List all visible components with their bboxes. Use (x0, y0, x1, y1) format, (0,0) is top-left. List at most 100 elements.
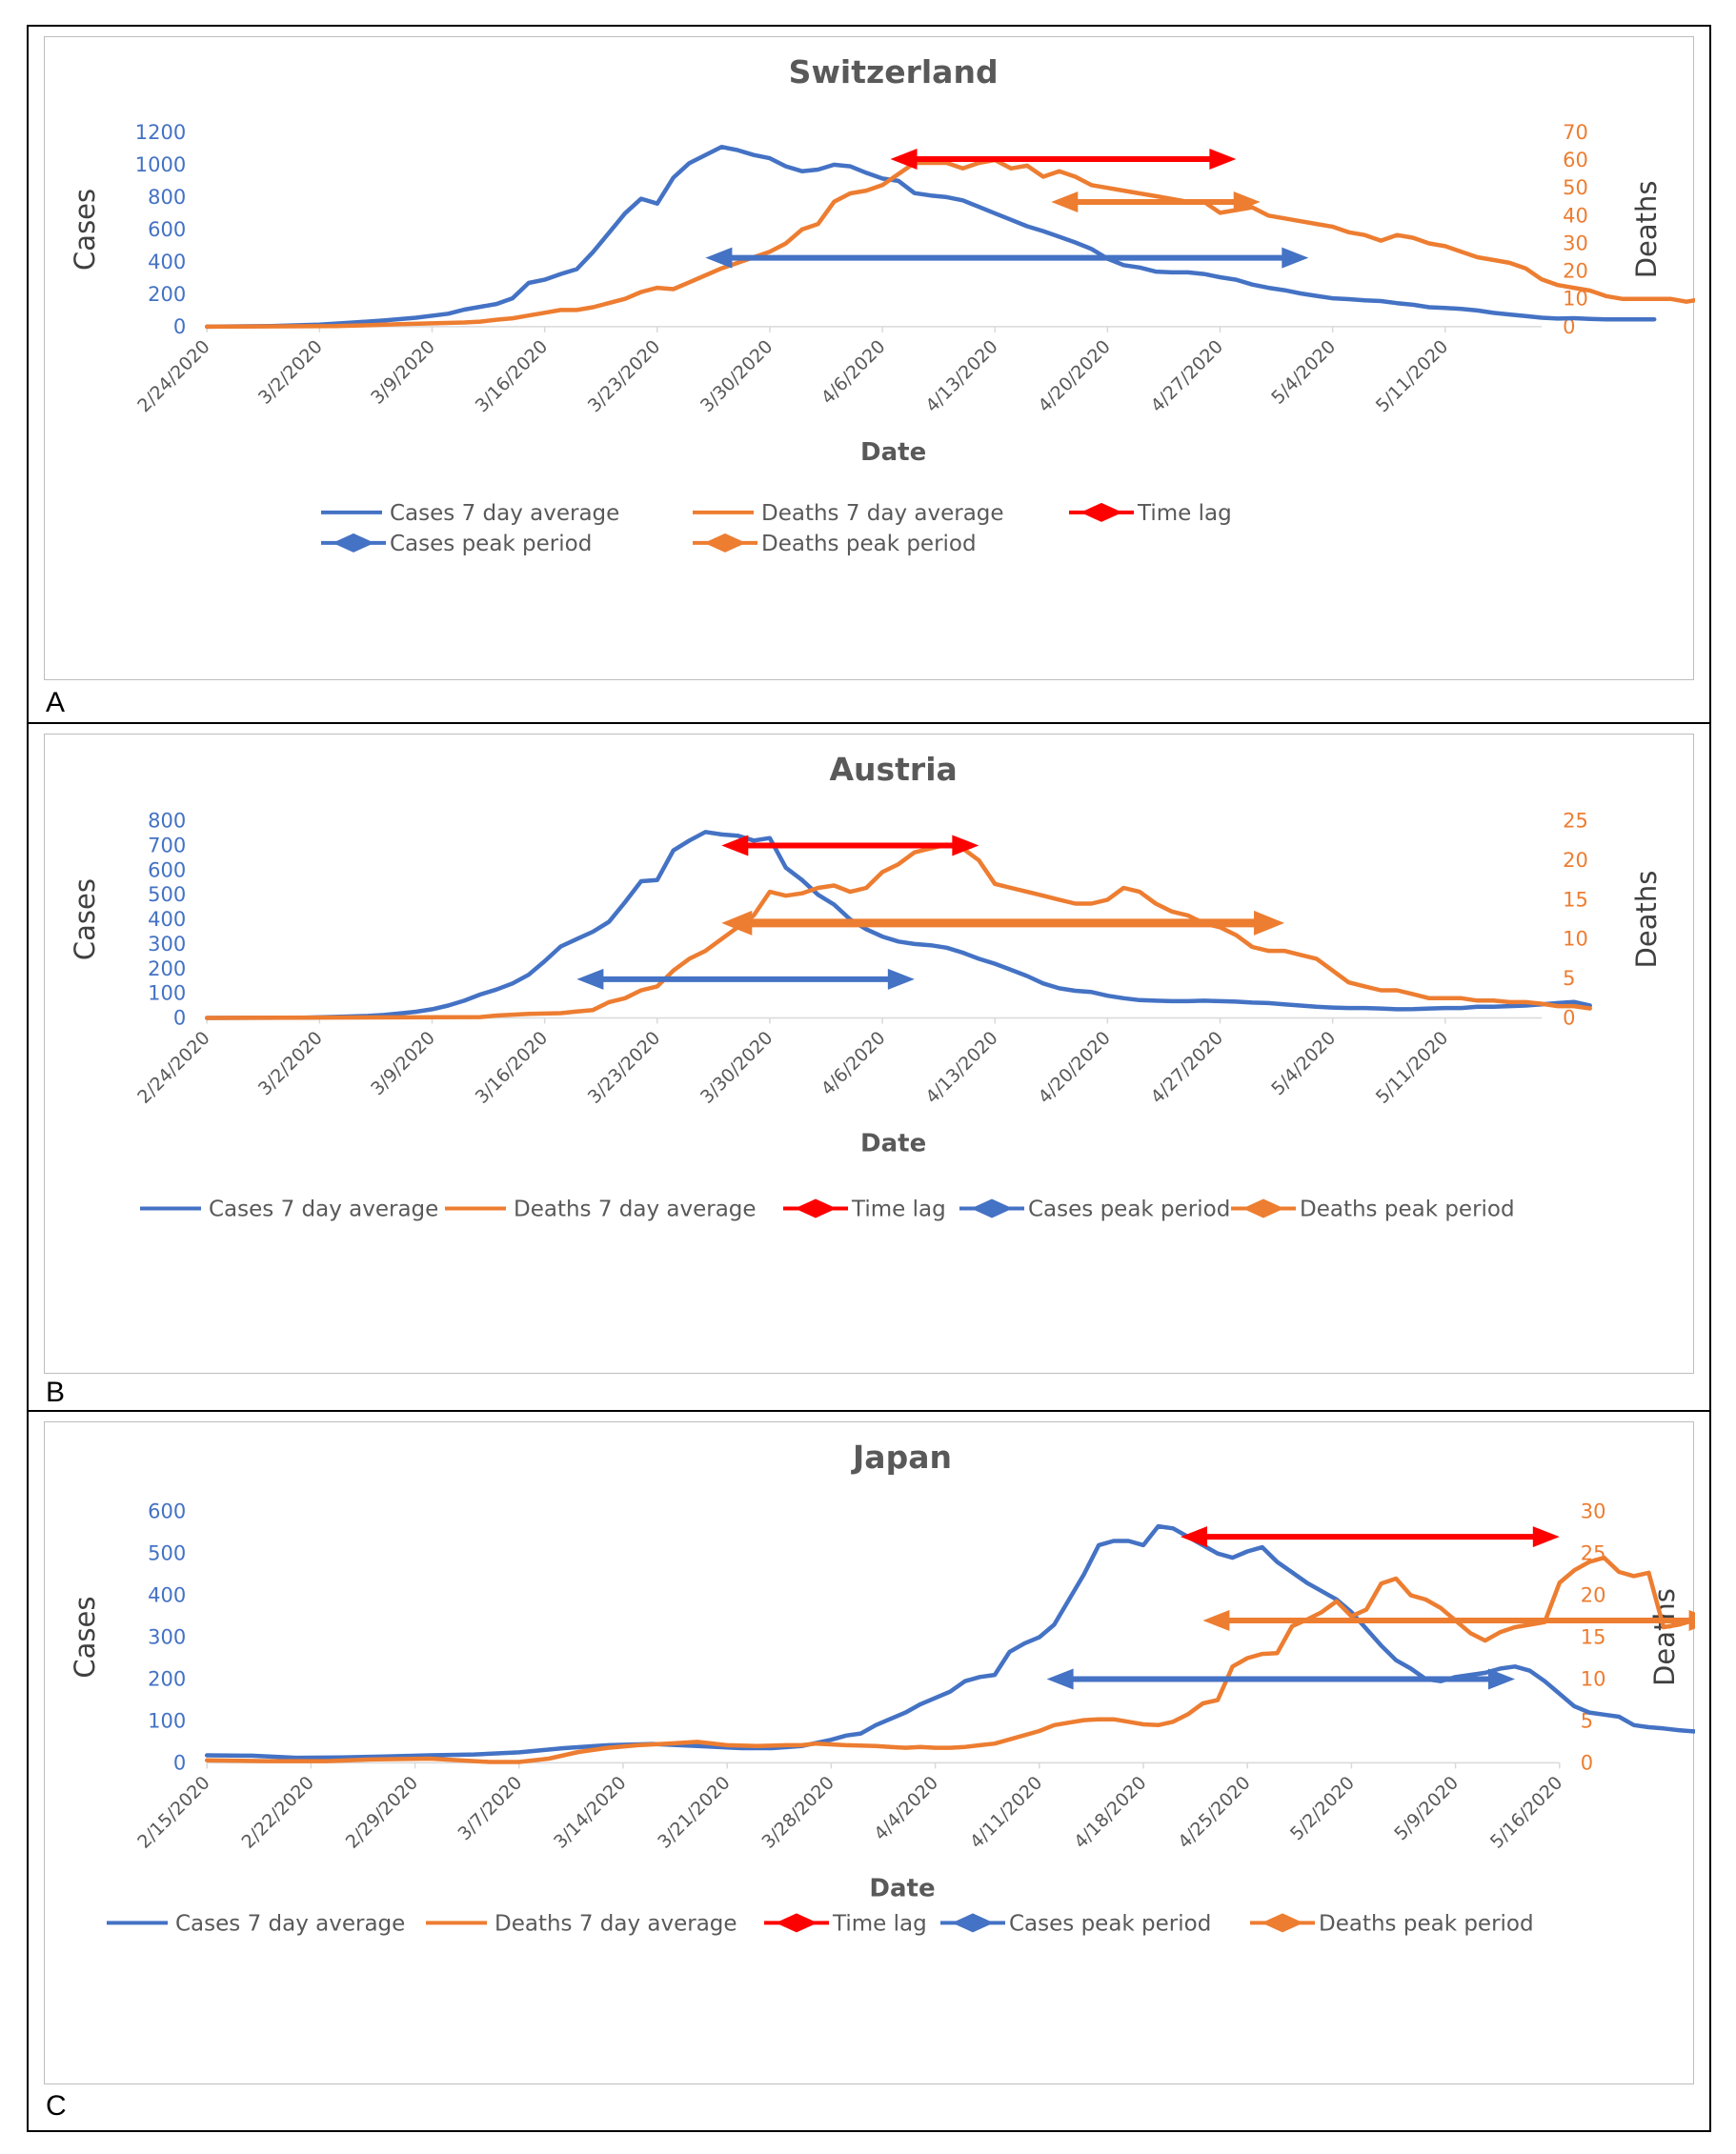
austria-legend-cases-peak-period-label: Cases peak period (1028, 1197, 1230, 1221)
austria-series-cases-7-day-average (204, 830, 1592, 1020)
austria-x-tick-label: 4/13/2020 (921, 1027, 1001, 1107)
panel-label-b: B (46, 1377, 66, 1408)
japan-arrow-deaths-peak-period-head-right (1688, 1609, 1716, 1631)
austria-y2-tick: 25 (1563, 810, 1588, 833)
japan-x-tick-label: 3/21/2020 (654, 1772, 734, 1852)
japan-y2-axis-title: Deaths (1648, 1588, 1681, 1686)
japan-y2-tick: 15 (1581, 1626, 1606, 1649)
austria-legend-cases-7-day-average-label: Cases 7 day average (209, 1197, 438, 1221)
austria-arrow-deaths-peak-period-head-right (1254, 910, 1285, 936)
austria-y-tick: 400 (148, 908, 186, 931)
switzerland-x-tick-label: 5/4/2020 (1267, 336, 1340, 409)
austria-legend-time-lag-swatch (795, 1198, 837, 1218)
japan-y2-tick: 30 (1581, 1500, 1606, 1523)
panel-b: Austria Cases Deaths 0 100 200 300 400 500 600 700… (27, 722, 1711, 1412)
austria-legend-time-lag-label: Time lag (851, 1197, 946, 1221)
switzerland-x-tick-label: 3/2/2020 (254, 336, 327, 409)
austria-x-tick-label: 3/16/2020 (472, 1027, 552, 1107)
switzerland-legend-deaths-peak-period-swatch (704, 533, 746, 553)
austria-y-tick: 100 (148, 982, 186, 1005)
austria-series-deaths-7-day-average (204, 842, 1592, 1020)
japan-legend-time-lag-swatch (776, 1913, 818, 1933)
switzerland-y-tick: 1200 (135, 121, 186, 144)
japan-legend-deaths-peak-period-swatch (1262, 1913, 1303, 1933)
japan-y-axis-title: Cases (69, 1597, 101, 1679)
switzerland-x-tick-label: 4/6/2020 (818, 336, 890, 409)
switzerland-series-deaths-7-day-average (204, 157, 1736, 330)
japan-legend-time-lag-label: Time lag (832, 1911, 927, 1936)
japan-series-deaths-7-day-average (204, 1555, 1736, 1764)
japan-x-tick-label: 3/14/2020 (550, 1772, 630, 1852)
switzerland-y-tick: 600 (148, 218, 186, 241)
switzerland-legend-time-lag-label: Time lag (1137, 501, 1232, 526)
switzerland-y2-axis-title: Deaths (1630, 180, 1663, 278)
japan-legend-deaths-7-day-average-label: Deaths 7 day average (495, 1911, 737, 1936)
japan-x-tick-label: 4/25/2020 (1174, 1772, 1254, 1852)
japan-x-tick-label: 5/16/2020 (1486, 1772, 1566, 1852)
austria-arrow-cases-peak-period-head-right (887, 968, 915, 990)
japan-y-tick: 100 (148, 1709, 186, 1732)
austria-y-tick: 800 (148, 810, 186, 833)
switzerland-legend-time-lag-swatch (1080, 502, 1122, 522)
japan-x-tick-label: 2/22/2020 (237, 1772, 317, 1852)
austria-x-tick-label: 2/24/2020 (133, 1027, 213, 1107)
austria-x-tick-label: 3/2/2020 (254, 1027, 327, 1099)
switzerland-x-tick-label: 3/9/2020 (367, 336, 439, 409)
japan-arrow-cases-peak-period-head-left (1046, 1668, 1074, 1690)
austria-y-tick: 500 (148, 883, 186, 906)
switzerland-legend-deaths-peak-period-label: Deaths peak period (761, 532, 977, 556)
austria-y2-tick: 20 (1563, 849, 1588, 872)
panel-label-a: A (46, 687, 66, 718)
japan-chart: Japan Cases Deaths 0 100 200 300 400 500 600 0 5 10 1… (69, 1439, 1736, 1936)
switzerland-y2-tick: 70 (1563, 121, 1588, 144)
switzerland-y-tick: 400 (148, 251, 186, 273)
switzerland-y-tick: 200 (148, 283, 186, 306)
japan-legend-deaths-peak-period-label: Deaths peak period (1319, 1911, 1534, 1936)
austria-y-axis-title: Cases (69, 878, 101, 960)
switzerland-x-tick-label: 3/16/2020 (472, 336, 552, 416)
austria-x-tick-label: 5/11/2020 (1372, 1027, 1452, 1107)
austria-legend-deaths-peak-period-swatch (1242, 1198, 1284, 1218)
japan-y2-tick: 20 (1581, 1584, 1606, 1607)
austria-x-tick-label: 4/27/2020 (1147, 1027, 1227, 1107)
switzerland-y-axis-title: Cases (69, 189, 101, 271)
austria-legend-deaths-peak-period-label: Deaths peak period (1300, 1197, 1515, 1221)
austria-y2-tick: 0 (1563, 1006, 1575, 1029)
japan-x-axis-title: Date (869, 1874, 935, 1902)
switzerland-x-axis-title: Date (860, 438, 926, 467)
switzerland-arrow-time-lag-head-right (1209, 148, 1237, 170)
panel-label-c: C (46, 2090, 67, 2122)
chart-area-austria: Austria Cases Deaths 0 100 200 300 400 500 600 700… (44, 734, 1694, 1374)
japan-legend-cases-7-day-average-label: Cases 7 day average (175, 1911, 405, 1936)
japan-legend-cases-peak-period-swatch (952, 1913, 994, 1933)
austria-x-axis-title: Date (860, 1129, 926, 1158)
japan-x-tick-label: 3/7/2020 (454, 1772, 526, 1844)
japan-arrow-deaths-peak-period-head-left (1202, 1609, 1230, 1631)
japan-arrow-time-lag-head-left (1181, 1526, 1207, 1548)
switzerland-x-tick-label: 3/30/2020 (696, 336, 777, 416)
austria-x-tick-label: 4/20/2020 (1034, 1027, 1114, 1107)
chart-area-switzerland: Switzerland Cases Deaths 0 200 400 600 800 1000 1… (44, 36, 1736, 680)
switzerland-x-tick-label: 3/23/2020 (584, 336, 664, 416)
austria-title: Austria (829, 751, 957, 788)
japan-series-cases-7-day-average (204, 1523, 1726, 1761)
switzerland-legend-cases-peak-period-label: Cases peak period (390, 532, 592, 556)
austria-arrow-time-lag-head-left (721, 835, 749, 856)
austria-y-tick: 0 (173, 1006, 186, 1029)
switzerland-arrow-deaths-peak-period-head-left (1051, 191, 1079, 212)
switzerland-y2-tick: 30 (1563, 232, 1588, 254)
switzerland-y2-tick: 20 (1563, 260, 1588, 283)
japan-x-tick-label: 4/11/2020 (966, 1772, 1046, 1852)
japan-x-tick-label: 2/29/2020 (342, 1772, 422, 1852)
austria-arrow-cases-peak-period-head-left (576, 968, 604, 990)
austria-x-tick-label: 5/4/2020 (1267, 1027, 1340, 1099)
japan-arrow-cases-peak-period-head-right (1488, 1668, 1515, 1690)
japan-y-tick: 600 (148, 1500, 186, 1523)
austria-legend-cases-peak-period-swatch (971, 1198, 1013, 1218)
switzerland-x-tick-label: 4/13/2020 (921, 336, 1001, 416)
japan-legend-cases-peak-period-label: Cases peak period (1009, 1911, 1211, 1936)
austria-x-tick-label: 4/6/2020 (818, 1027, 890, 1099)
japan-x-tick-label: 2/15/2020 (133, 1772, 213, 1852)
switzerland-y-tick: 1000 (135, 153, 186, 176)
